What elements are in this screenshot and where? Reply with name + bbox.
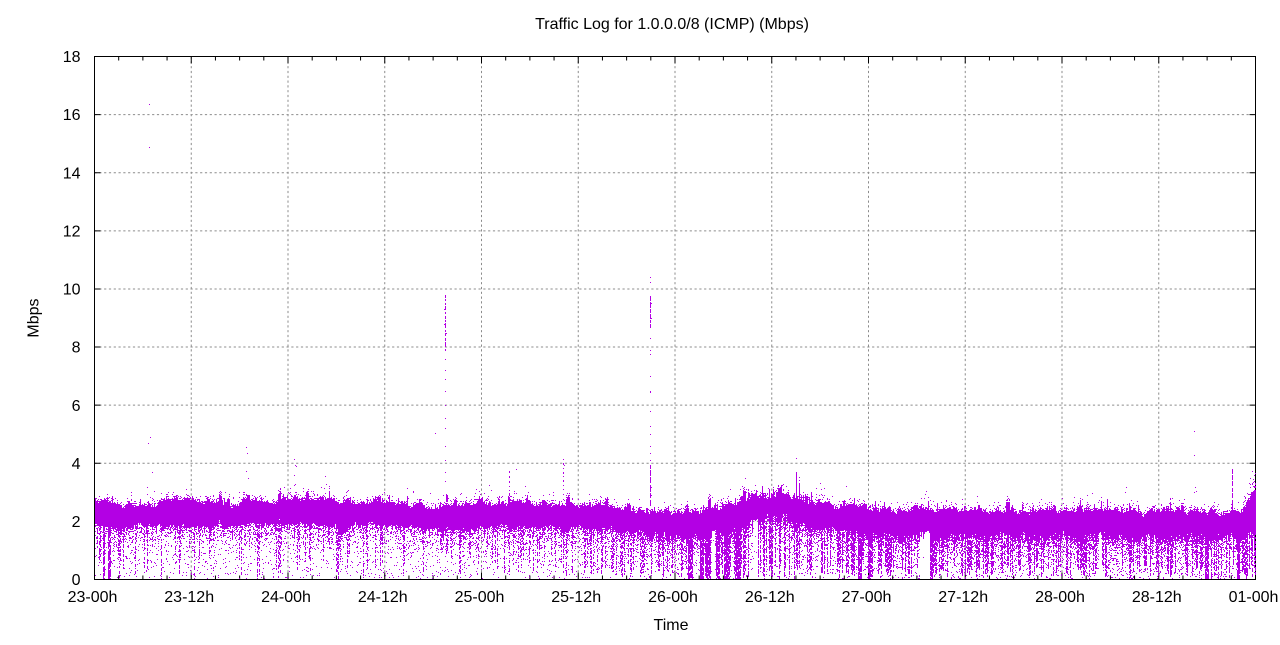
svg-text:27-00h: 27-00h [842, 589, 892, 606]
svg-text:23-12h: 23-12h [164, 589, 214, 606]
svg-text:0: 0 [72, 572, 81, 589]
svg-text:26-00h: 26-00h [648, 589, 698, 606]
svg-text:25-12h: 25-12h [551, 589, 601, 606]
svg-text:18: 18 [63, 49, 81, 66]
svg-text:24-00h: 24-00h [261, 589, 311, 606]
svg-text:16: 16 [63, 107, 81, 124]
svg-text:6: 6 [72, 398, 81, 415]
svg-text:28-00h: 28-00h [1035, 589, 1085, 606]
svg-text:8: 8 [72, 340, 81, 357]
svg-text:Mbps: Mbps [26, 298, 43, 337]
svg-text:14: 14 [63, 165, 81, 182]
svg-text:01-00h: 01-00h [1229, 589, 1279, 606]
svg-text:12: 12 [63, 223, 81, 240]
svg-text:27-12h: 27-12h [938, 589, 988, 606]
svg-text:Time: Time [654, 617, 689, 634]
svg-text:26-12h: 26-12h [745, 589, 795, 606]
svg-text:4: 4 [72, 456, 81, 473]
svg-text:Traffic Log for 1.0.0.0/8 (ICM: Traffic Log for 1.0.0.0/8 (ICMP) (Mbps) [535, 16, 809, 33]
svg-text:28-12h: 28-12h [1132, 589, 1182, 606]
svg-text:25-00h: 25-00h [455, 589, 505, 606]
svg-text:2: 2 [72, 514, 81, 531]
svg-text:24-12h: 24-12h [358, 589, 408, 606]
svg-text:23-00h: 23-00h [68, 589, 118, 606]
svg-text:10: 10 [63, 282, 81, 299]
